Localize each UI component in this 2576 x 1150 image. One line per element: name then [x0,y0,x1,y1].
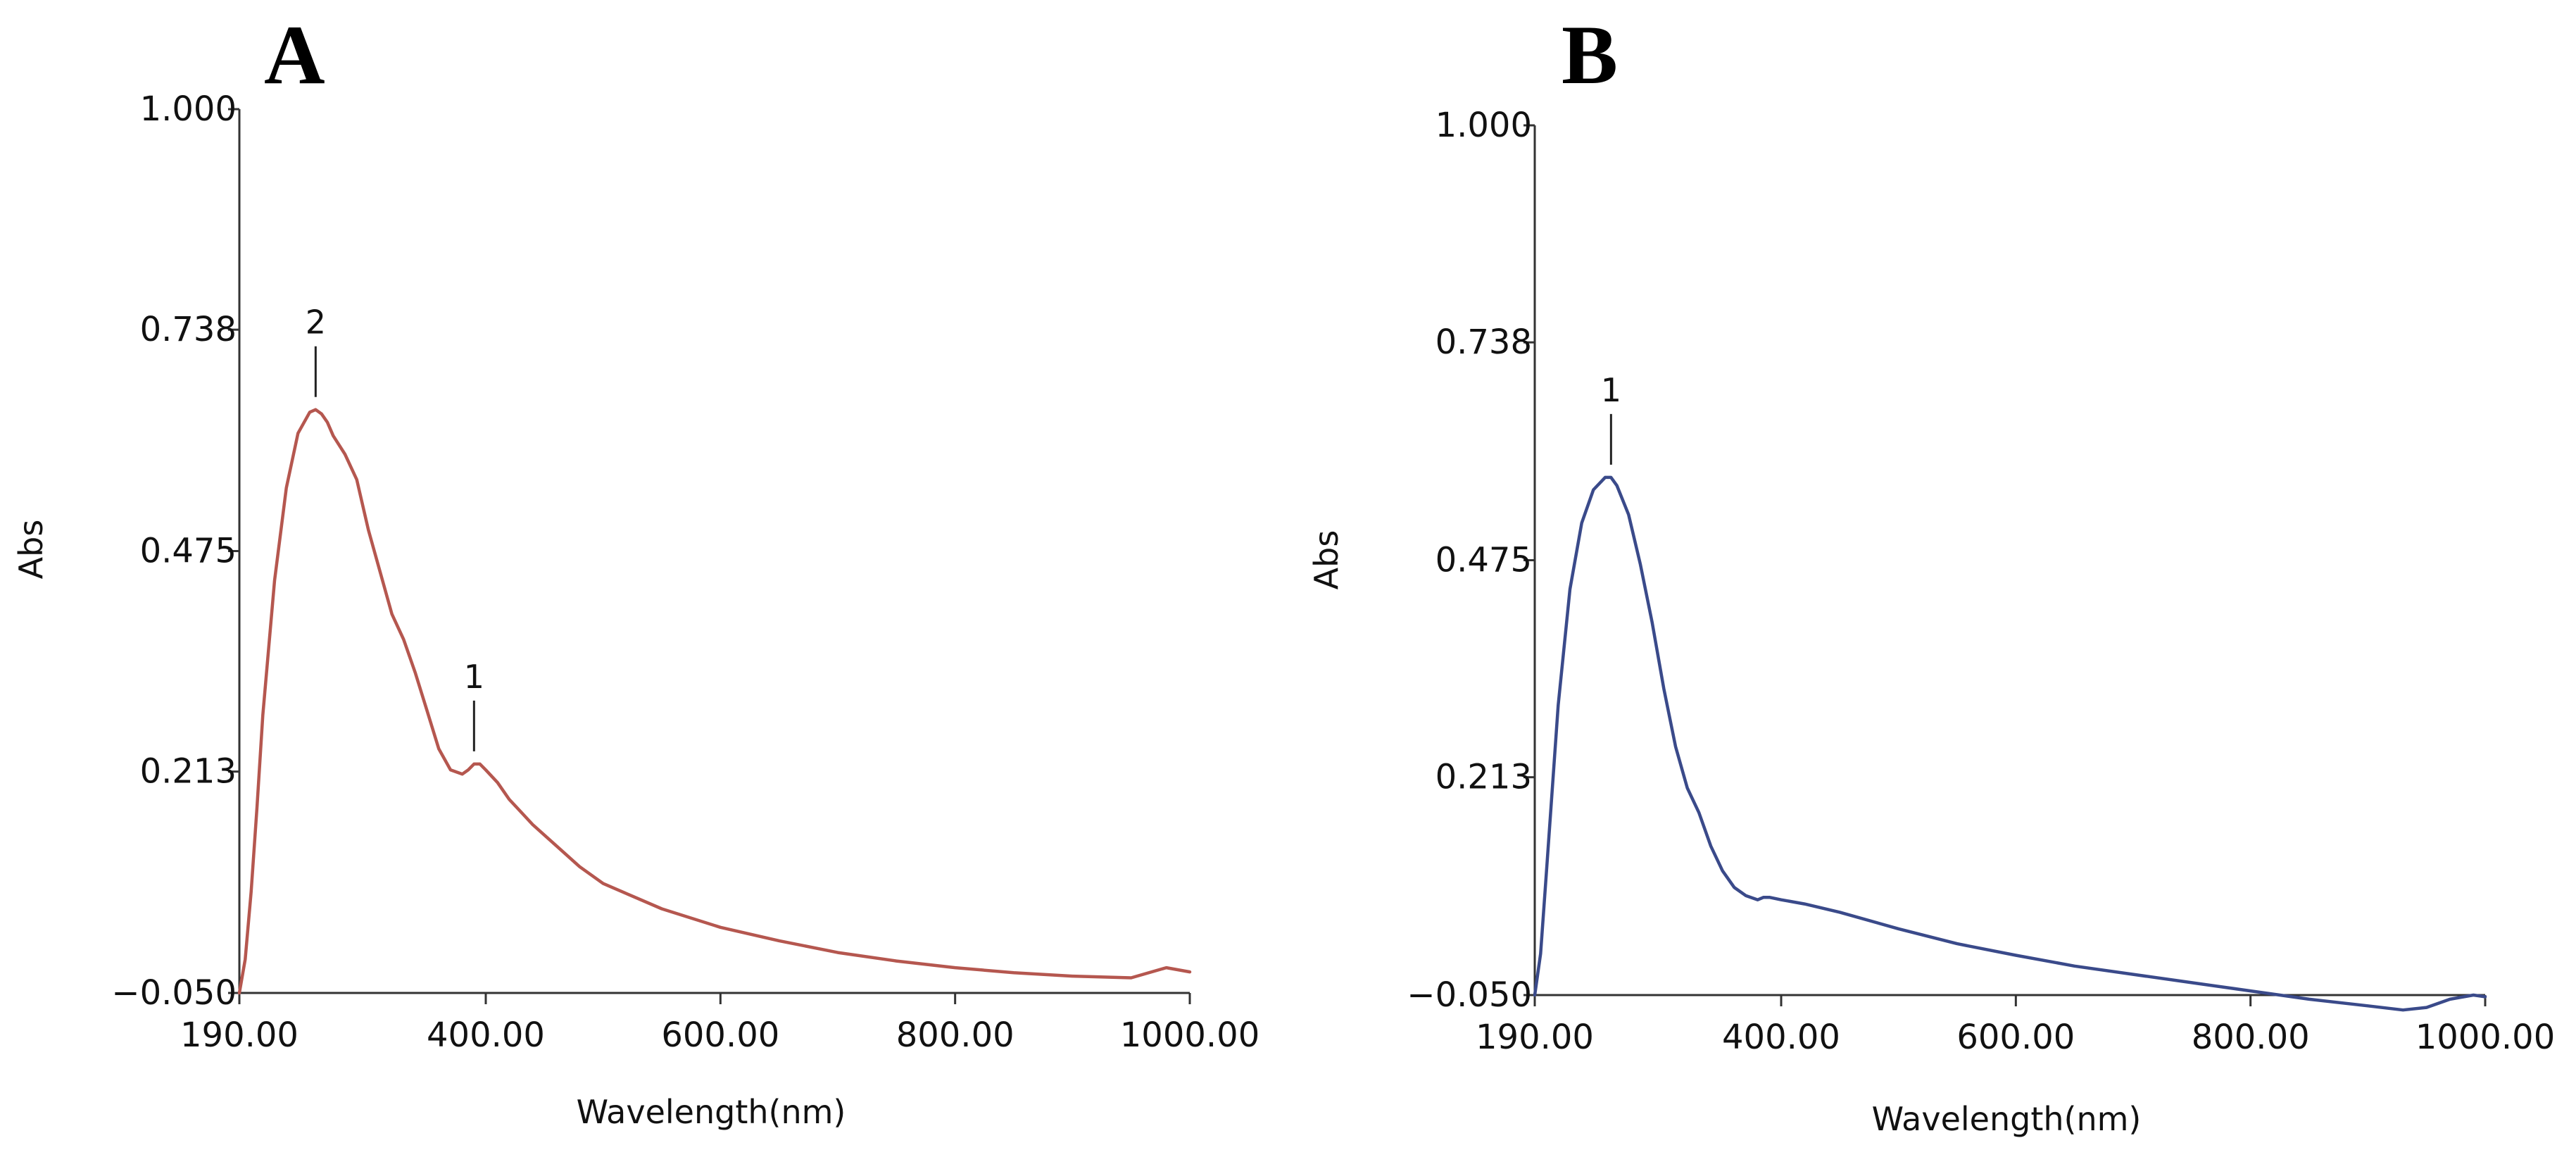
panel-a-y-tick-label: 0.738 [140,310,237,349]
panel-b-y-tick-label: 0.213 [1435,758,1532,797]
panel-b-x-tick-label: 400.00 [1722,1018,1840,1057]
panel-a-y-tick-label: 0.475 [140,532,237,571]
panel-b-peak-label: 1 [1601,371,1621,409]
panel-a-y-tick-label: −0.050 [111,973,237,1013]
panel-b-x-tick-label: 1000.00 [2415,1018,2556,1057]
panel-b-y-tick-label: 0.738 [1435,323,1532,362]
panel-b-xlabel: Wavelength(nm) [1872,1100,2142,1138]
panel-b-y-tick-label: −0.050 [1407,975,1532,1015]
panel-b-series-line [1533,475,2487,1012]
panel-a-peak-label: 2 [306,304,326,342]
panel-a-axes [238,109,1190,994]
panel-a-y-tick-label: 1.000 [140,89,237,129]
panel-a: A Abs Wavelength(nm) 1.000 0.738 0.475 0.21… [12,8,1259,1131]
panel-a-x-tick-label: 800.00 [896,1015,1014,1055]
panel-a-x-tick-label: 600.00 [661,1015,779,1055]
panel-a-y-tick-label: 0.213 [140,752,237,792]
panel-b-label: B [1562,8,1618,101]
panel-a-peak-label: 1 [464,658,484,696]
panel-b-x-tick-label: 190.00 [1476,1018,1594,1057]
panel-b-axes [1533,125,2485,996]
panel-b-y-tick-label: 0.475 [1435,541,1532,580]
panel-b-y-tick-label: 1.000 [1435,106,1532,145]
panel-b-ylabel: Abs [1307,530,1345,590]
panel-a-x-tick-label: 190.00 [180,1015,299,1055]
panel-a-series-line [237,408,1192,995]
panel-b: B Abs Wavelength(nm) 1.000 0.738 0.475 0.21… [1307,8,2555,1138]
panel-a-x-tick-label: 1000.00 [1120,1015,1260,1055]
panel-a-xlabel: Wavelength(nm) [577,1093,846,1131]
panel-a-label: A [264,8,325,101]
panel-b-x-tick-label: 600.00 [1956,1018,2075,1057]
panel-a-x-tick-label: 400.00 [427,1015,545,1055]
panel-b-x-tick-label: 800.00 [2192,1018,2310,1057]
panel-a-ylabel: Abs [12,520,50,580]
